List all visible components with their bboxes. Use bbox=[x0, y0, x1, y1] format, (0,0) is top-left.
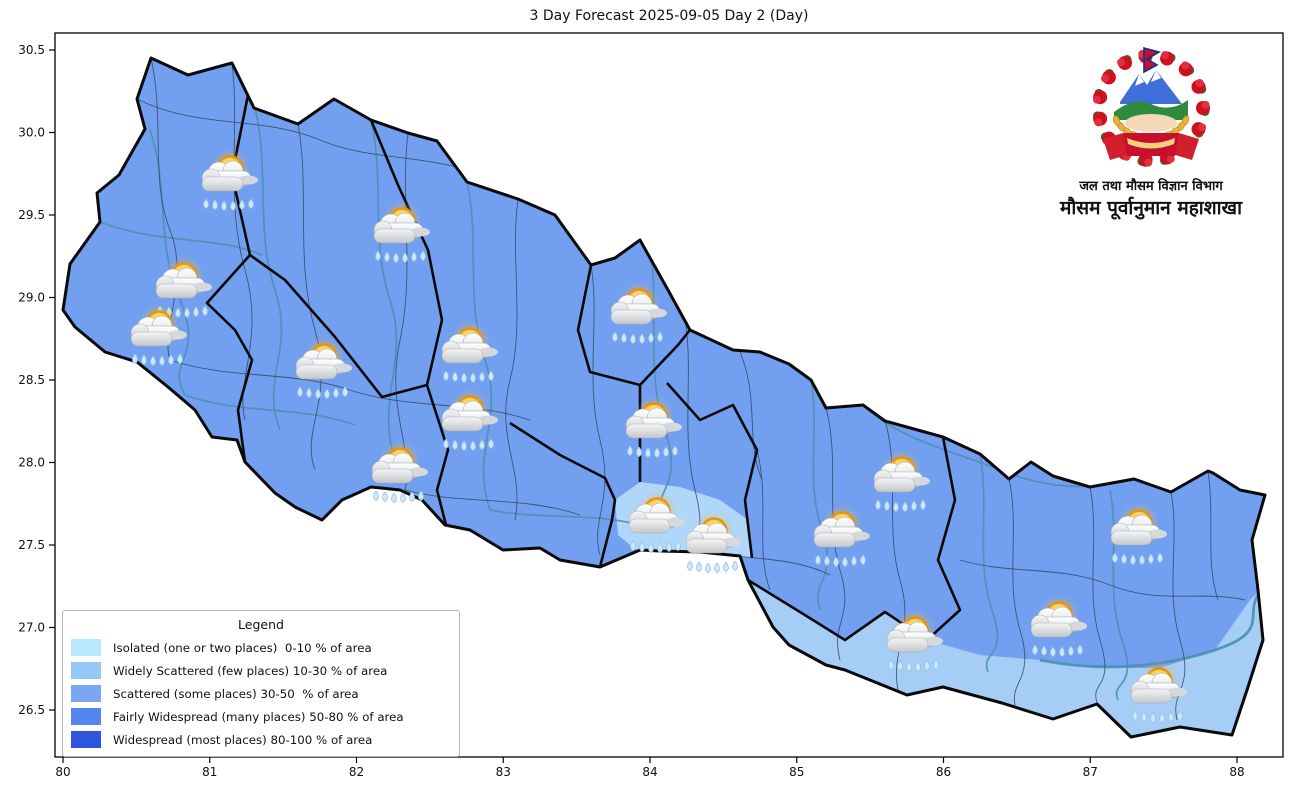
x-axis-ticks: 80 81 82 83 84 85 86 87 88 bbox=[55, 757, 1245, 779]
legend-label: Fairly Widespread (many places) 50-80 % … bbox=[113, 709, 404, 724]
legend-item: Widely Scattered (few places) 10-30 % of… bbox=[71, 659, 451, 682]
x-tick-label: 88 bbox=[1229, 765, 1244, 779]
emblem-hills bbox=[1114, 100, 1188, 120]
y-tick-label: 28.5 bbox=[18, 373, 45, 387]
x-tick-label: 83 bbox=[496, 765, 511, 779]
x-tick-label: 86 bbox=[936, 765, 951, 779]
legend-swatch bbox=[71, 662, 101, 679]
nepal-flag-icon bbox=[1143, 46, 1162, 74]
y-tick-label: 30.0 bbox=[18, 126, 45, 140]
y-tick-label: 30.5 bbox=[18, 43, 45, 57]
legend-label: Widely Scattered (few places) 10-30 % of… bbox=[113, 663, 388, 678]
logo-text-line1: जल तथा मौसम विज्ञान विभाग bbox=[1079, 179, 1223, 194]
legend-item: Widespread (most places) 80-100 % of are… bbox=[71, 728, 451, 751]
x-tick-label: 82 bbox=[349, 765, 364, 779]
legend-label: Scattered (some places) 30-50 % of area bbox=[113, 686, 359, 701]
y-tick-label: 27.0 bbox=[18, 621, 45, 635]
emblem-ribbon bbox=[1103, 133, 1199, 160]
legend-label: Isolated (one or two places) 0-10 % of a… bbox=[113, 640, 372, 655]
y-tick-label: 29.5 bbox=[18, 208, 45, 222]
y-tick-label: 26.5 bbox=[18, 703, 45, 717]
emblem-snow bbox=[1135, 70, 1161, 86]
y-tick-label: 27.5 bbox=[18, 538, 45, 552]
dhm-logo: जल तथा मौसम विज्ञान विभाग मौसम पूर्वानुम… bbox=[1040, 42, 1262, 232]
emblem-handshake bbox=[1125, 114, 1177, 132]
dhm-emblem bbox=[1092, 46, 1210, 167]
plot-frame bbox=[54, 32, 1284, 758]
emblem-mountain bbox=[1120, 70, 1182, 104]
y-tick-label: 29.0 bbox=[18, 291, 45, 305]
legend-swatch bbox=[71, 731, 101, 748]
x-tick-label: 81 bbox=[202, 765, 217, 779]
x-tick-label: 87 bbox=[1083, 765, 1098, 779]
legend-swatch bbox=[71, 708, 101, 725]
y-tick-label: 28.0 bbox=[18, 456, 45, 470]
y-axis-ticks: 30.5 30.0 29.5 29.0 28.5 28.0 27.5 27.0 26.5 bbox=[18, 43, 55, 717]
legend-swatch bbox=[71, 639, 101, 656]
legend-item: Scattered (some places) 30-50 % of area bbox=[71, 682, 451, 705]
legend-rows: Isolated (one or two places) 0-10 % of a… bbox=[71, 636, 451, 751]
x-tick-label: 80 bbox=[55, 765, 70, 779]
legend-item: Fairly Widespread (many places) 50-80 % … bbox=[71, 705, 451, 728]
legend-item: Isolated (one or two places) 0-10 % of a… bbox=[71, 636, 451, 659]
legend-swatch bbox=[71, 685, 101, 702]
x-tick-label: 84 bbox=[642, 765, 657, 779]
x-tick-label: 85 bbox=[789, 765, 804, 779]
legend: Legend Isolated (one or two places) 0-10… bbox=[62, 610, 460, 757]
legend-title: Legend bbox=[238, 617, 284, 632]
page-title: 3 Day Forecast 2025-09-05 Day 2 (Day) bbox=[529, 8, 809, 24]
legend-label: Widespread (most places) 80-100 % of are… bbox=[113, 732, 373, 747]
logo-text-line2: मौसम पूर्वानुमान महाशाखा bbox=[1059, 197, 1243, 219]
